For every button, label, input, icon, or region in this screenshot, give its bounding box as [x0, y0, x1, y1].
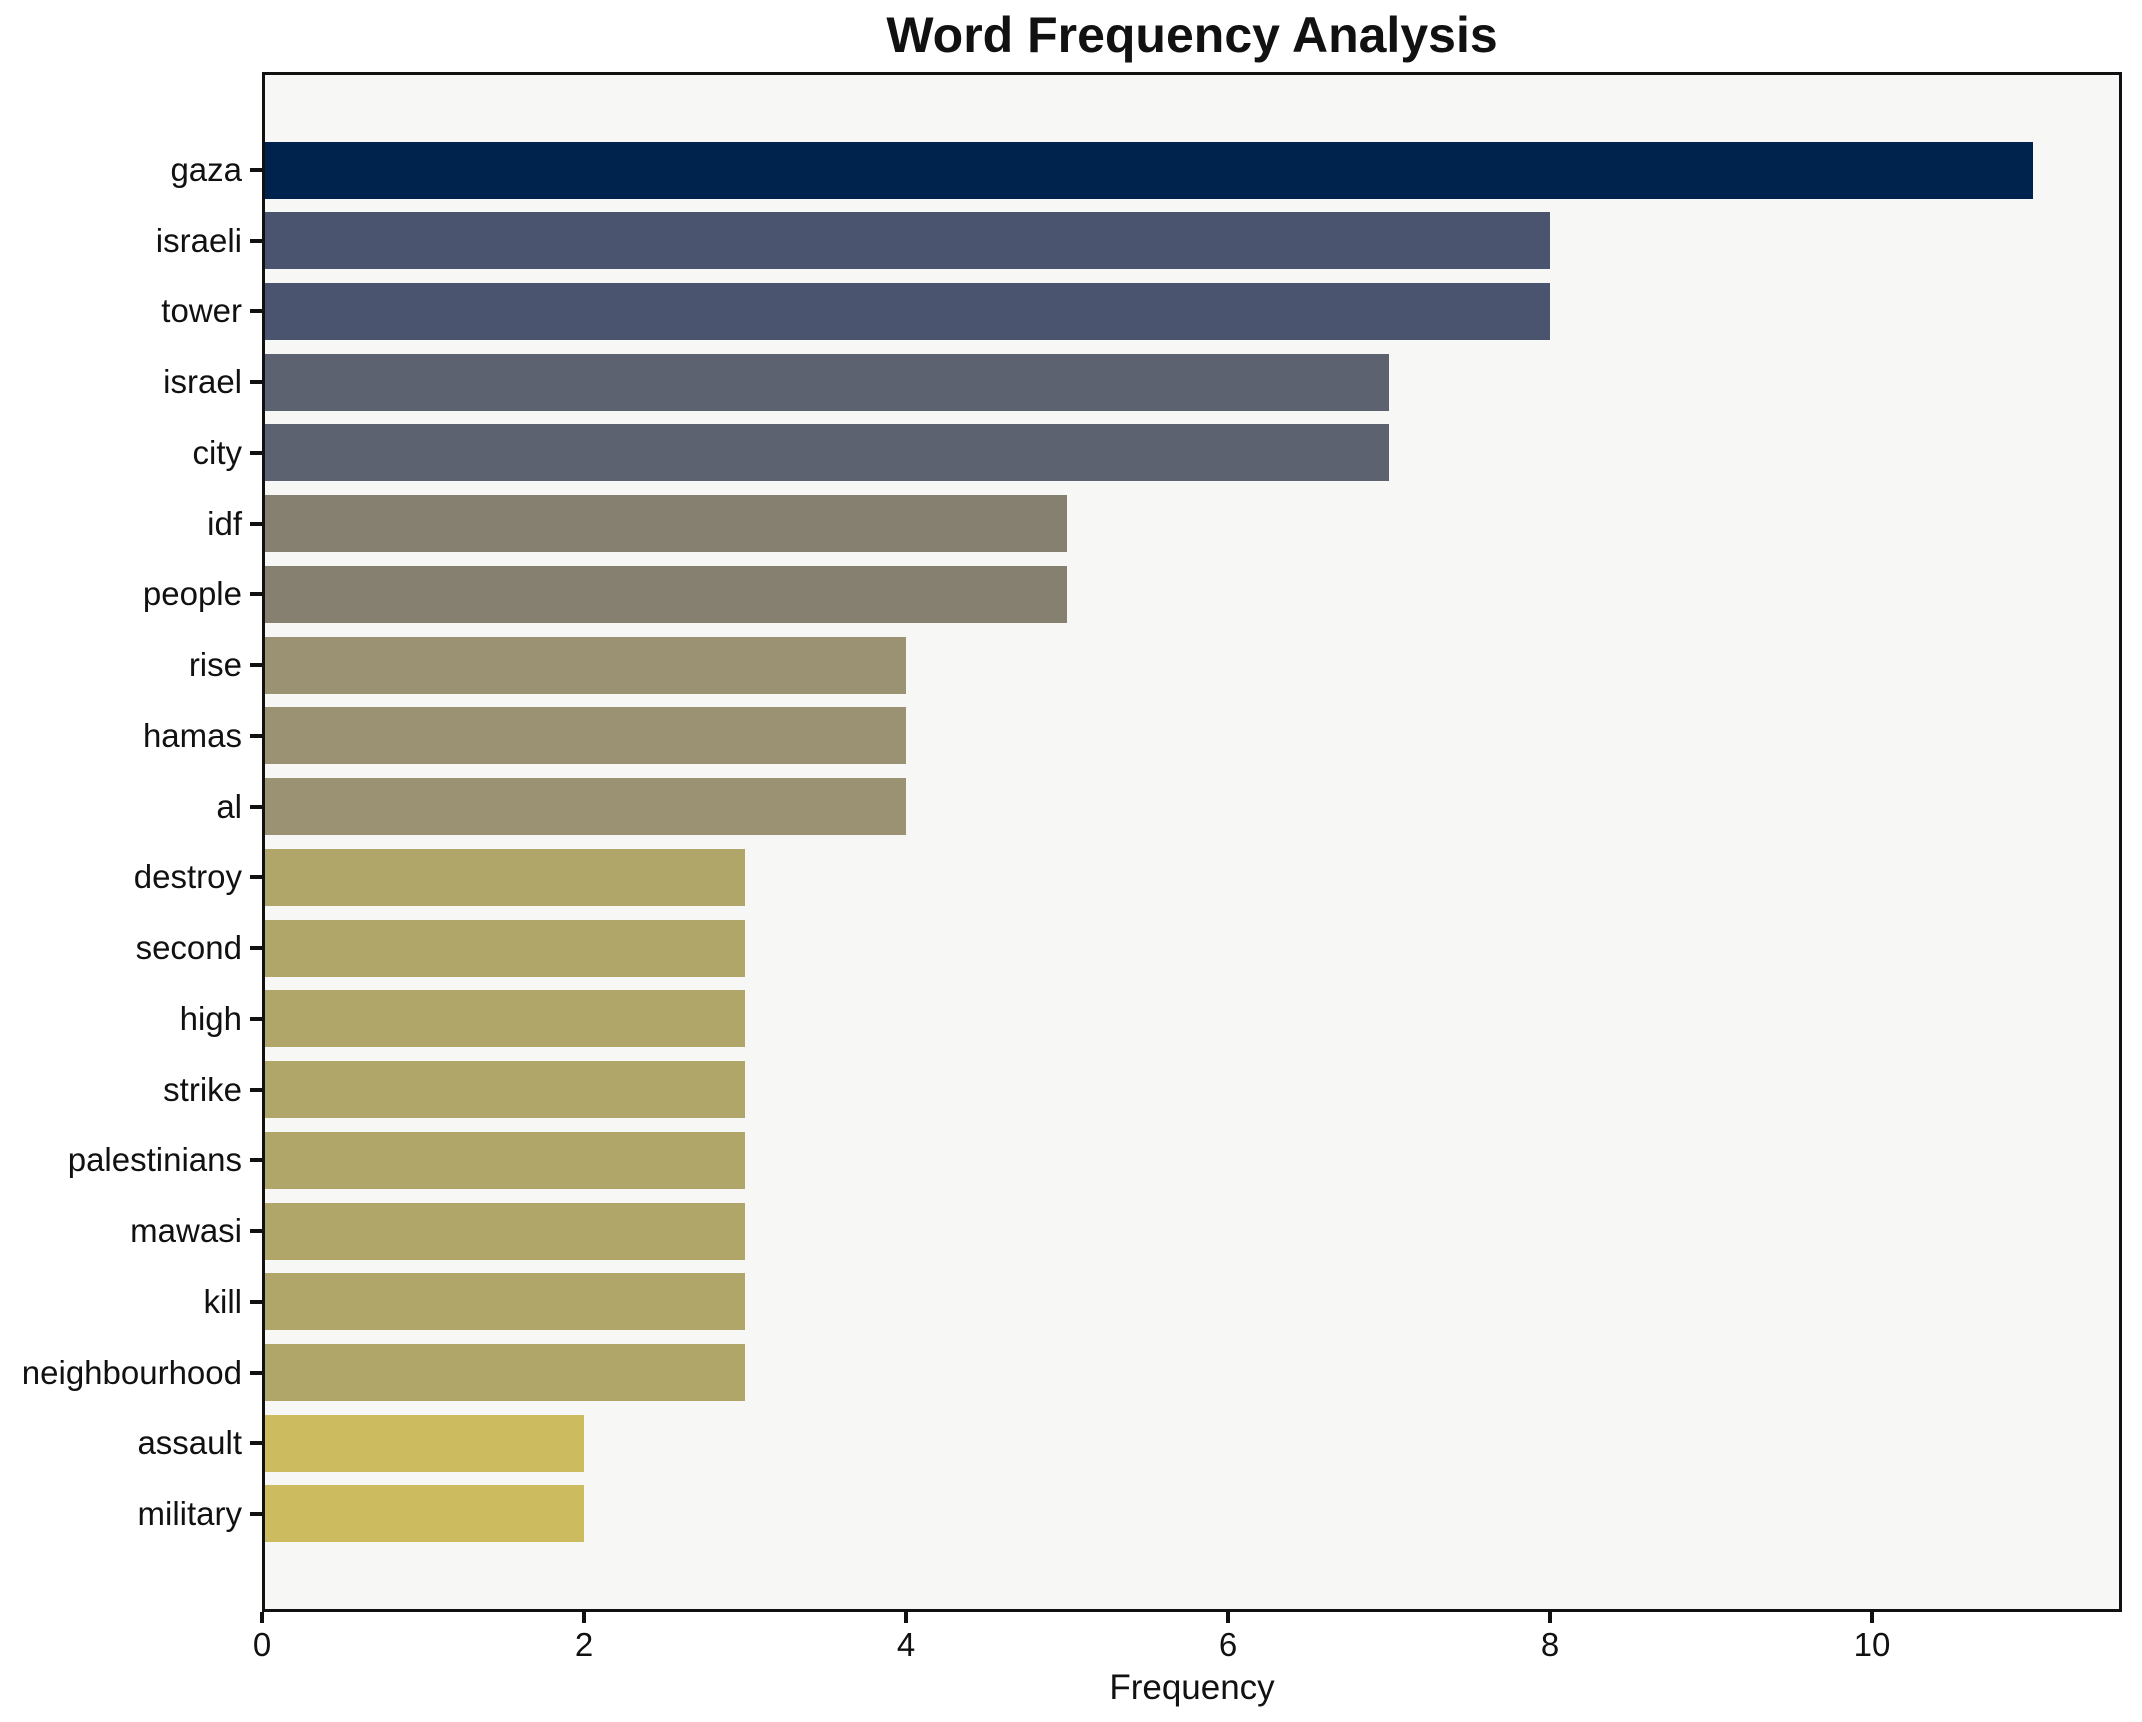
x-tick-6	[1226, 1612, 1230, 1623]
y-label-neighbourhood: neighbourhood	[21, 1353, 242, 1391]
y-tick-palestinians	[250, 1158, 262, 1163]
x-tick-label-0: 0	[252, 1626, 272, 1663]
y-label-idf: idf	[207, 504, 242, 542]
x-tick-label-4: 4	[896, 1626, 916, 1663]
bar-gaza	[262, 141, 2033, 199]
y-label-israel: israel	[163, 363, 242, 401]
bar-assault	[262, 1414, 584, 1472]
chart-title: Word Frequency Analysis	[886, 7, 1498, 63]
y-tick-kill	[250, 1299, 262, 1304]
y-label-rise: rise	[188, 646, 242, 684]
y-label-strike: strike	[163, 1070, 242, 1108]
y-label-assault: assault	[137, 1424, 242, 1462]
y-tick-military	[250, 1511, 262, 1516]
y-tick-mawasi	[250, 1229, 262, 1234]
y-label-people: people	[142, 575, 242, 613]
bar-israel	[262, 353, 1389, 411]
y-label-tower: tower	[161, 292, 242, 330]
y-tick-city	[250, 450, 262, 455]
y-label-kill: kill	[203, 1282, 243, 1320]
bar-military	[262, 1485, 584, 1543]
bar-tower	[262, 282, 1550, 340]
y-label-hamas: hamas	[142, 716, 242, 754]
plot-area	[262, 72, 2122, 1612]
y-label-mawasi: mawasi	[130, 1212, 242, 1250]
y-tick-rise	[250, 663, 262, 668]
y-tick-assault	[250, 1441, 262, 1446]
y-label-high: high	[179, 999, 242, 1037]
y-tick-tower	[250, 309, 262, 314]
y-tick-hamas	[250, 733, 262, 738]
y-tick-israeli	[250, 238, 262, 243]
bar-second	[262, 919, 745, 977]
bar-hamas	[262, 707, 906, 765]
y-tick-destroy	[250, 875, 262, 880]
bar-people	[262, 565, 1067, 623]
x-tick-label-10: 10	[1853, 1626, 1891, 1663]
bar-kill	[262, 1273, 745, 1331]
y-label-palestinians: palestinians	[67, 1141, 242, 1179]
bar-rise	[262, 636, 906, 694]
y-label-gaza: gaza	[170, 151, 242, 188]
x-tick-label-6: 6	[1218, 1626, 1238, 1663]
bar-city	[262, 424, 1389, 482]
y-label-destroy: destroy	[133, 858, 242, 896]
bar-strike	[262, 1061, 745, 1119]
bar-idf	[262, 495, 1067, 553]
y-label-city: city	[192, 433, 243, 471]
y-label-al: al	[216, 787, 242, 825]
y-tick-strike	[250, 1087, 262, 1092]
x-tick-label-2: 2	[574, 1626, 594, 1663]
bar-high	[262, 990, 745, 1048]
y-label-military: military	[137, 1494, 243, 1532]
x-tick-0	[260, 1612, 264, 1623]
y-tick-neighbourhood	[250, 1370, 262, 1375]
y-tick-high	[250, 1016, 262, 1021]
x-tick-8	[1548, 1612, 1552, 1623]
bar-destroy	[262, 848, 745, 906]
x-tick-2	[582, 1612, 586, 1623]
y-tick-gaza	[250, 168, 262, 172]
y-tick-al	[250, 804, 262, 809]
bar-mawasi	[262, 1202, 745, 1260]
y-tick-people	[250, 592, 262, 597]
bar-palestinians	[262, 1131, 745, 1189]
y-label-israeli: israeli	[155, 221, 242, 259]
y-tick-israel	[250, 380, 262, 385]
x-tick-10	[1870, 1612, 1874, 1623]
y-tick-second	[250, 946, 262, 951]
bar-al	[262, 778, 906, 836]
bar-neighbourhood	[262, 1344, 745, 1402]
y-label-second: second	[135, 929, 242, 967]
x-axis-title: Frequency	[1109, 1668, 1275, 1707]
bar-israeli	[262, 212, 1550, 270]
y-tick-idf	[250, 521, 262, 526]
x-tick-4	[904, 1612, 908, 1623]
x-tick-label-8: 8	[1540, 1626, 1560, 1663]
